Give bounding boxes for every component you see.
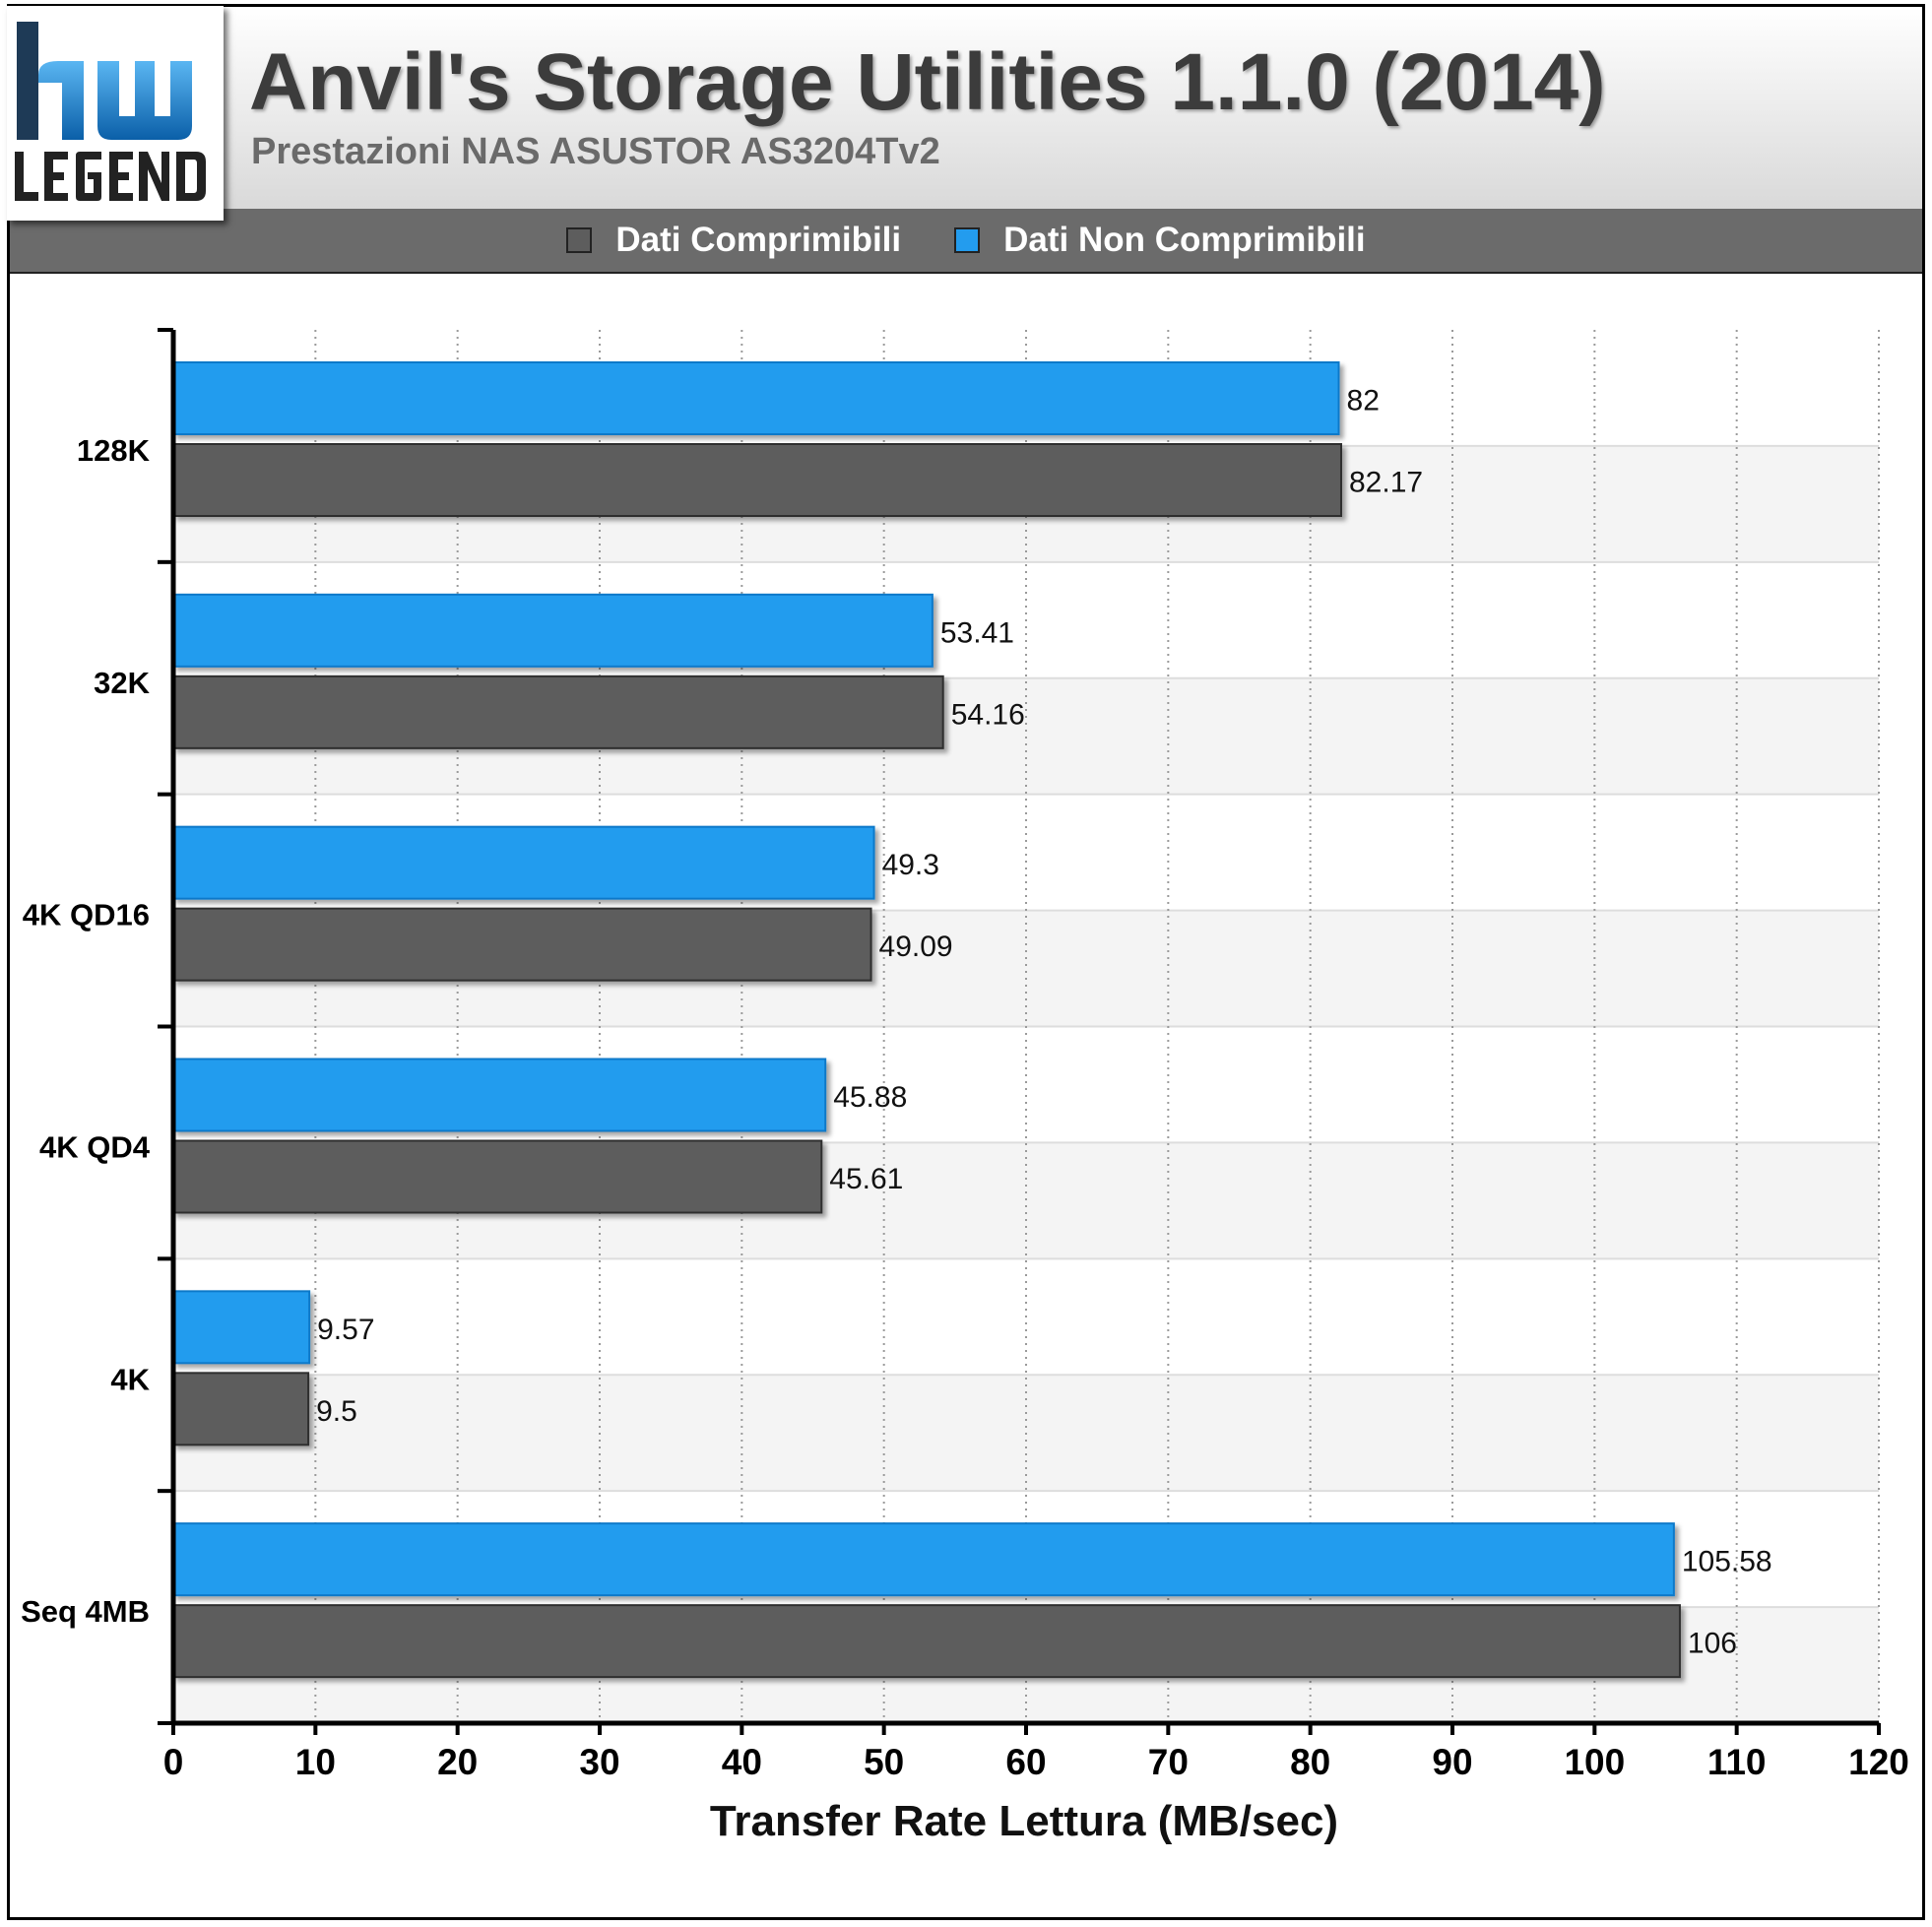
y-category-label: 32K: [94, 666, 150, 700]
data-label-compressible: 9.5: [316, 1395, 357, 1428]
data-label-non-compressible: 105.58: [1682, 1546, 1772, 1578]
bar-non-compressible: [172, 1290, 311, 1365]
bar-non-compressible: [172, 361, 1340, 435]
bar-compressible: [172, 674, 944, 749]
x-tick-label: 80: [1290, 1742, 1330, 1782]
y-category-label: 4K QD16: [23, 898, 150, 932]
data-label-non-compressible: 49.3: [882, 849, 939, 881]
data-label-compressible: 49.09: [879, 931, 953, 963]
x-tick-label: 100: [1564, 1742, 1625, 1782]
data-label-non-compressible: 45.88: [833, 1081, 907, 1114]
bar-non-compressible: [172, 1058, 827, 1132]
x-tick-label: 110: [1707, 1742, 1767, 1782]
data-label-non-compressible: 9.57: [317, 1314, 374, 1346]
data-label-compressible: 82.17: [1349, 467, 1423, 499]
y-category-label: Seq 4MB: [21, 1594, 150, 1629]
chart-legend: Dati Comprimibili Dati Non Comprimibili: [10, 209, 1922, 274]
bar-non-compressible: [172, 593, 934, 668]
data-label-non-compressible: 82: [1347, 385, 1380, 418]
bar-compressible: [172, 443, 1342, 517]
x-tick-label: 40: [722, 1742, 762, 1782]
data-label-non-compressible: 53.41: [940, 616, 1014, 649]
x-tick-label: 60: [1005, 1742, 1046, 1782]
chart-subtitle: Prestazioni NAS ASUSTOR AS3204Tv2: [251, 131, 940, 172]
x-tick-label: 70: [1148, 1742, 1189, 1782]
legend-label-compressible: Dati Comprimibili: [615, 221, 902, 259]
y-category-label: 4K QD4: [39, 1129, 151, 1164]
legend-swatch-compressible: [566, 227, 593, 253]
data-label-compressible: 45.61: [829, 1163, 903, 1195]
x-tick-label: 0: [163, 1742, 184, 1782]
y-category-label: 128K: [77, 433, 151, 468]
x-axis-title: Transfer Rate Lettura (MB/sec): [710, 1797, 1338, 1845]
x-tick-label: 50: [864, 1742, 904, 1782]
chart-title: Anvil's Storage Utilities 1.1.0 (2014): [249, 37, 1606, 127]
bar-non-compressible: [172, 825, 875, 900]
legend-item-compressible: Dati Comprimibili: [566, 221, 901, 260]
x-tick-label: 90: [1432, 1742, 1472, 1782]
hwlegend-logo: [7, 6, 224, 221]
x-tick-label: 120: [1848, 1742, 1909, 1782]
bar-compressible: [172, 1372, 310, 1446]
chart-header: Anvil's Storage Utilities 1.1.0 (2014) P…: [10, 7, 1922, 211]
legend-item-non-compressible: Dati Non Comprimibili: [954, 221, 1366, 260]
bar-non-compressible: [172, 1522, 1675, 1597]
x-tick-label: 30: [579, 1742, 619, 1782]
legend-swatch-non-compressible: [954, 227, 981, 253]
x-tick-label: 20: [437, 1742, 478, 1782]
y-category-label: 4K: [110, 1362, 150, 1396]
bar-compressible: [172, 1604, 1681, 1679]
data-label-compressible: 54.16: [951, 698, 1025, 731]
bar-compressible: [172, 1139, 823, 1214]
data-label-compressible: 106: [1688, 1628, 1737, 1660]
x-tick-label: 10: [295, 1742, 336, 1782]
legend-label-non-compressible: Dati Non Comprimibili: [1003, 221, 1366, 259]
bar-compressible: [172, 907, 872, 982]
